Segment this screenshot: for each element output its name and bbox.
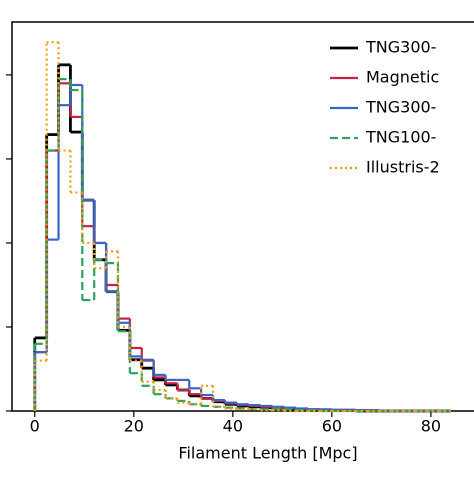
axis-frame bbox=[11, 21, 474, 412]
legend-label: TNG300- bbox=[365, 98, 436, 117]
x-tick-label: 0 bbox=[30, 417, 40, 436]
x-axis-label: Filament Length [Mpc] bbox=[178, 444, 357, 463]
legend-label: TNG100- bbox=[365, 128, 436, 147]
x-tick-label: 80 bbox=[421, 417, 441, 436]
legend-label: Illustris-2 bbox=[366, 158, 440, 177]
legend-label: Magnetic bbox=[366, 68, 439, 87]
x-tick-label: 60 bbox=[322, 417, 342, 436]
x-tick-label: 40 bbox=[223, 417, 243, 436]
x-tick-label: 20 bbox=[124, 417, 144, 436]
legend-label: TNG300- bbox=[365, 38, 436, 57]
